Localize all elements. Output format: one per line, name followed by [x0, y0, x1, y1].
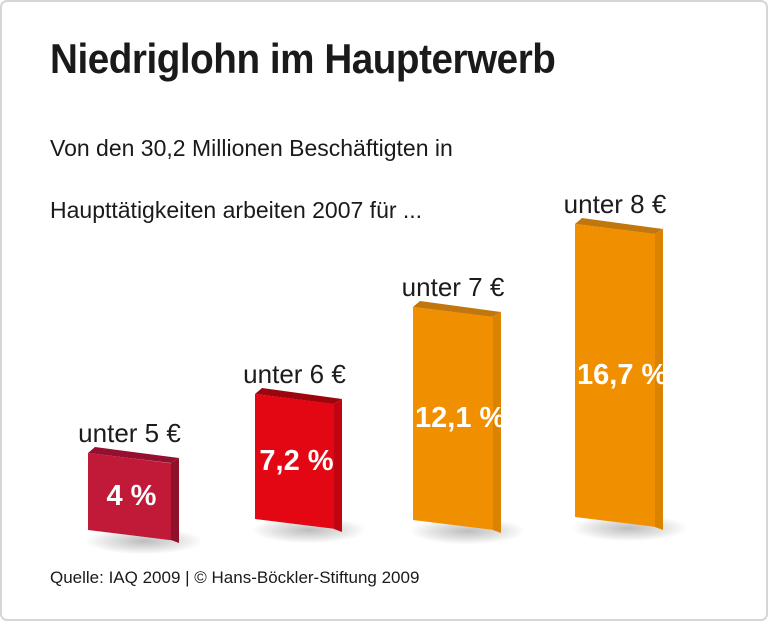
bar-category-label: unter 5 € — [78, 418, 181, 448]
chart-subtitle-line1: Von den 30,2 Millionen Beschäftigten in — [50, 135, 453, 161]
bar-category-label: unter 6 € — [243, 359, 346, 389]
bar-value-label: 16,7 % — [577, 358, 668, 391]
bar-value-label: 12,1 % — [415, 401, 506, 434]
bar-value-label: 4 % — [106, 479, 157, 512]
bar-category-label: unter 8 € — [563, 189, 667, 219]
bar-side-face — [171, 458, 179, 543]
bar-side-face — [655, 229, 663, 530]
chart-subtitle: Von den 30,2 Millionen Beschäftigten in … — [50, 102, 453, 226]
bar-side-face — [334, 399, 342, 532]
source-line: Quelle: IAQ 2009 | © Hans-Böckler-Stiftu… — [50, 568, 420, 587]
bar-side-face — [493, 312, 501, 533]
bar-category-label: unter 7 € — [401, 272, 505, 302]
chart-title: Niedriglohn im Haupterwerb — [50, 35, 556, 82]
bar-value-label: 7,2 % — [259, 444, 334, 477]
chart-subtitle-line2: Haupttätigkeiten arbeiten 2007 für ... — [50, 197, 423, 223]
